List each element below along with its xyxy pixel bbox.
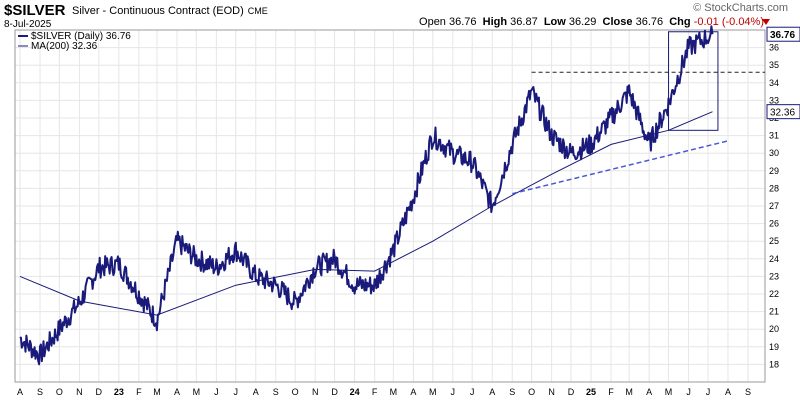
y-tick-30: 30 xyxy=(769,148,779,158)
last-price-box xyxy=(766,26,800,42)
ma-series xyxy=(19,111,713,316)
high-label: High xyxy=(482,16,508,28)
close-label: Close xyxy=(602,16,633,28)
chg-value: -0.01 (-0.04%) xyxy=(693,16,764,28)
y-tick-26: 26 xyxy=(769,219,779,229)
close-value: 36.76 xyxy=(635,16,664,28)
chg-label: Chg xyxy=(669,16,691,28)
x-tick-17: 24 xyxy=(350,387,360,397)
x-tick-22: J xyxy=(451,387,456,397)
x-tick-35: J xyxy=(706,387,711,397)
low-label: Low xyxy=(543,16,566,28)
chart-header: $SILVER Silver - Continuous Contract (EO… xyxy=(0,0,800,32)
x-tick-21: M xyxy=(429,387,437,397)
ma-value-text: 32.36 xyxy=(770,108,795,119)
y-axis: 1819202122232425262728293031323334353636… xyxy=(766,26,800,369)
x-tick-28: D xyxy=(568,387,575,397)
y-tick-24: 24 xyxy=(769,254,779,264)
y-tick-19: 19 xyxy=(769,342,779,352)
x-tick-32: A xyxy=(646,387,652,397)
x-tick-31: M xyxy=(625,387,633,397)
x-tick-0: A xyxy=(17,387,23,397)
x-tick-15: N xyxy=(312,387,319,397)
plot-frame xyxy=(14,29,766,383)
y-tick-36: 36 xyxy=(769,43,779,53)
ma-value-label: 32.36 xyxy=(766,104,800,120)
x-axis: A S O N D 23 F M A M J J A S O N D 24 F M A M J J A S O N D 25 F M A M J J A… xyxy=(17,387,751,397)
x-tick-9: M xyxy=(193,387,201,397)
y-tick-34: 34 xyxy=(769,78,779,88)
legend-price-text: $SILVER (Daily) 36.76 xyxy=(31,31,131,42)
x-tick-23: J xyxy=(470,387,475,397)
x-tick-5: 23 xyxy=(114,387,124,397)
legend-ma-text: MA(200) 32.36 xyxy=(31,41,98,52)
open-value: 36.76 xyxy=(449,16,477,28)
y-tick-18: 18 xyxy=(769,359,779,369)
x-tick-18: F xyxy=(372,387,378,397)
x-tick-11: J xyxy=(234,387,239,397)
low-value: 36.29 xyxy=(568,16,597,28)
y-tick-21: 21 xyxy=(769,307,779,317)
x-tick-8: A xyxy=(174,387,180,397)
breakout-box xyxy=(668,31,719,131)
x-tick-3: N xyxy=(76,387,83,397)
price-series xyxy=(19,25,714,366)
annotations xyxy=(512,31,765,195)
x-tick-37: S xyxy=(745,387,751,397)
ticker-symbol: $SILVER xyxy=(4,2,66,19)
y-tick-23: 23 xyxy=(769,271,779,281)
x-tick-4: D xyxy=(96,387,103,397)
ma-value-box xyxy=(766,104,800,120)
y-tick-28: 28 xyxy=(769,183,779,193)
grid xyxy=(15,30,765,382)
x-tick-16: D xyxy=(331,387,338,397)
x-tick-7: M xyxy=(153,387,161,397)
y-tick-27: 27 xyxy=(769,201,779,211)
last-price-label: 36.76 xyxy=(766,26,800,42)
x-tick-13: S xyxy=(273,387,279,397)
y-tick-29: 29 xyxy=(769,166,779,176)
x-tick-27: N xyxy=(548,387,555,397)
down-triangle-icon xyxy=(762,19,770,25)
x-tick-1: S xyxy=(37,387,43,397)
x-tick-29: 25 xyxy=(586,387,596,397)
y-tick-25: 25 xyxy=(769,236,779,246)
y-tick-20: 20 xyxy=(769,324,779,334)
price-line xyxy=(19,25,714,366)
exchange-label: CME xyxy=(247,6,268,16)
x-tick-19: M xyxy=(390,387,398,397)
x-tick-10: J xyxy=(214,387,219,397)
x-tick-34: J xyxy=(686,387,691,397)
support-trendline xyxy=(512,140,729,195)
x-tick-26: O xyxy=(528,387,535,397)
legend: $SILVER (Daily) 36.76 MA(200) 32.36 xyxy=(18,31,131,52)
x-tick-12: A xyxy=(253,387,259,397)
x-tick-20: A xyxy=(410,387,416,397)
y-tick-31: 31 xyxy=(769,131,779,141)
open-label: Open xyxy=(419,16,446,28)
x-tick-25: S xyxy=(509,387,515,397)
x-tick-30: F xyxy=(608,387,614,397)
instrument-description: Silver - Continuous Contract (EOD) CME xyxy=(72,5,268,17)
quote-date: 8-Jul-2025 xyxy=(4,19,52,30)
x-tick-33: M xyxy=(665,387,673,397)
y-tick-33: 33 xyxy=(769,95,779,105)
x-tick-6: F xyxy=(136,387,142,397)
x-tick-24: A xyxy=(489,387,495,397)
ma-line xyxy=(19,111,713,316)
last-price-text: 36.76 xyxy=(770,30,795,41)
watermark: © StockCharts.com xyxy=(693,2,788,14)
high-value: 36.87 xyxy=(510,16,538,28)
x-tick-14: O xyxy=(292,387,299,397)
y-tick-35: 35 xyxy=(769,60,779,70)
y-tick-22: 22 xyxy=(769,289,779,299)
x-tick-36: A xyxy=(725,387,731,397)
quote-summary: Open 36.76 High 36.87 Low 36.29 Close 36… xyxy=(419,16,764,28)
description-text: Silver - Continuous Contract (EOD) xyxy=(72,5,244,17)
x-tick-2: O xyxy=(56,387,63,397)
